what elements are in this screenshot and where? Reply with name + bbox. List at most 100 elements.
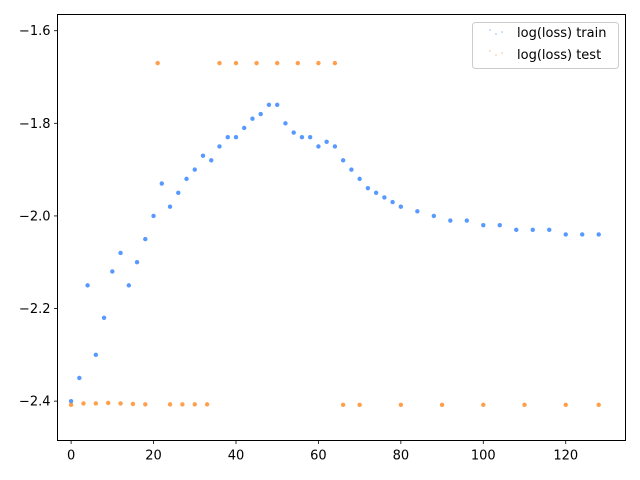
data-point bbox=[481, 402, 486, 408]
data-point bbox=[357, 176, 362, 182]
data-point bbox=[77, 375, 82, 381]
data-point bbox=[596, 402, 601, 408]
legend-train-marker bbox=[489, 29, 503, 35]
data-point bbox=[522, 402, 527, 408]
data-point bbox=[596, 232, 601, 237]
legend-test-marker bbox=[489, 50, 503, 56]
data-point bbox=[126, 283, 132, 288]
data-point bbox=[233, 135, 239, 140]
data-point bbox=[291, 130, 296, 135]
data-point bbox=[233, 60, 239, 66]
x-tick-label: 20 bbox=[145, 449, 162, 464]
data-point bbox=[299, 135, 305, 140]
data-point bbox=[167, 402, 173, 407]
data-point bbox=[159, 181, 164, 186]
data-point bbox=[209, 158, 214, 163]
data-point bbox=[184, 176, 189, 182]
data-point bbox=[68, 398, 74, 404]
data-point bbox=[85, 283, 90, 288]
data-point bbox=[324, 139, 329, 145]
data-point bbox=[295, 60, 301, 66]
y-tick-label: −2.2 bbox=[19, 302, 51, 317]
x-tick-label: 0 bbox=[67, 449, 75, 464]
data-point bbox=[266, 102, 272, 107]
data-point bbox=[382, 195, 387, 200]
data-point bbox=[204, 402, 210, 407]
data-point bbox=[514, 227, 519, 233]
data-point bbox=[200, 153, 206, 158]
data-point bbox=[93, 352, 99, 358]
data-point bbox=[217, 144, 222, 149]
data-point bbox=[101, 315, 107, 320]
data-point bbox=[316, 60, 321, 66]
data-point bbox=[332, 60, 338, 66]
data-point bbox=[192, 402, 197, 407]
data-point bbox=[415, 209, 420, 214]
data-point bbox=[130, 401, 136, 407]
data-point bbox=[217, 60, 222, 66]
y-tick-label: −2.4 bbox=[19, 395, 51, 410]
data-point bbox=[365, 185, 371, 191]
data-point bbox=[254, 60, 259, 66]
data-point bbox=[547, 227, 552, 233]
data-point bbox=[275, 102, 280, 107]
data-point bbox=[563, 402, 568, 408]
data-point bbox=[530, 227, 535, 233]
data-point bbox=[398, 204, 404, 209]
data-point bbox=[118, 250, 123, 256]
data-point bbox=[155, 60, 160, 66]
test-series-points bbox=[68, 60, 601, 408]
data-point bbox=[143, 402, 148, 407]
y-tick-label: −1.8 bbox=[19, 117, 51, 132]
data-point bbox=[143, 236, 148, 242]
data-point bbox=[373, 190, 379, 195]
data-point bbox=[68, 402, 74, 408]
data-point bbox=[439, 402, 445, 408]
data-point bbox=[258, 111, 263, 117]
data-point bbox=[151, 213, 156, 219]
data-point bbox=[398, 402, 404, 408]
train-series-points bbox=[68, 102, 601, 404]
data-point bbox=[357, 402, 362, 408]
y-tick-label: −2.0 bbox=[19, 209, 51, 224]
x-tick-label: 60 bbox=[310, 449, 327, 464]
data-point bbox=[340, 402, 346, 408]
data-point bbox=[316, 144, 321, 149]
plot-frame bbox=[57, 14, 626, 441]
data-point bbox=[349, 167, 354, 172]
data-point bbox=[390, 199, 395, 205]
data-point bbox=[464, 218, 470, 223]
legend-test-label: log(loss) test bbox=[517, 48, 601, 63]
data-point bbox=[242, 125, 247, 131]
data-point bbox=[250, 116, 255, 121]
data-point bbox=[118, 401, 123, 406]
x-tick-label: 120 bbox=[553, 449, 578, 464]
x-tick-label: 40 bbox=[228, 449, 245, 464]
data-point bbox=[167, 204, 173, 209]
data-point bbox=[448, 218, 453, 223]
data-point bbox=[110, 269, 115, 274]
data-point bbox=[580, 232, 585, 237]
data-point bbox=[192, 167, 197, 172]
data-point bbox=[81, 401, 86, 406]
data-point bbox=[563, 232, 568, 237]
data-point bbox=[180, 402, 185, 407]
data-point bbox=[307, 135, 313, 140]
data-point bbox=[332, 144, 338, 149]
data-point bbox=[340, 158, 346, 163]
data-point bbox=[134, 260, 140, 265]
data-point bbox=[275, 60, 280, 66]
legend-train-label: log(loss) train bbox=[517, 26, 606, 41]
data-point bbox=[106, 400, 111, 406]
x-tick-label: 100 bbox=[471, 449, 496, 464]
data-point bbox=[283, 121, 288, 126]
data-point bbox=[431, 213, 437, 219]
legend: log(loss) train log(loss) test bbox=[472, 22, 619, 69]
x-tick-label: 80 bbox=[393, 449, 410, 464]
legend-box bbox=[472, 22, 619, 69]
data-point bbox=[225, 135, 230, 140]
data-point bbox=[497, 222, 502, 228]
data-point bbox=[481, 222, 486, 228]
